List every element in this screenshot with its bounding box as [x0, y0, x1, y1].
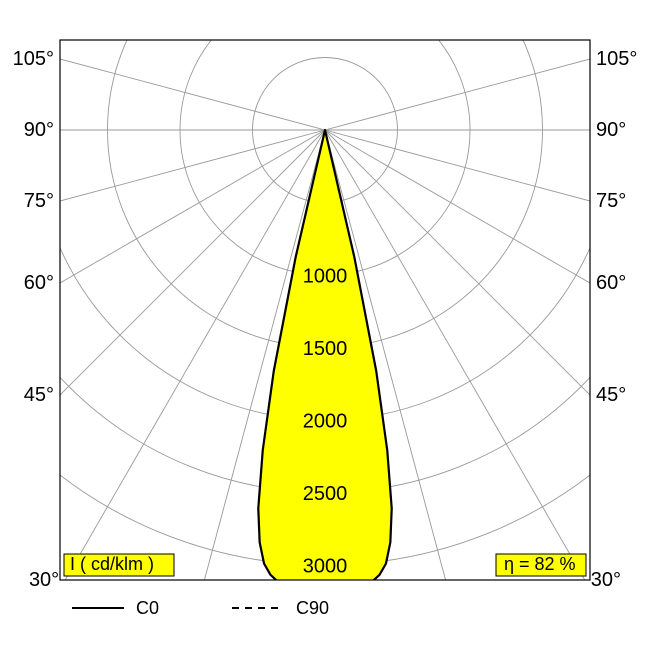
legend-c0: C0	[136, 598, 159, 618]
angle-label-left-45: 45°	[24, 384, 54, 406]
angle-label-right-60: 60°	[596, 272, 626, 294]
angle-label-left-75: 75°	[24, 190, 54, 212]
ring-label-2500: 2500	[303, 483, 348, 505]
angle-label-right-30: 30°	[591, 569, 621, 591]
polar-chart-svg: 1000 1500 2000 2500 3000 30° 30° 45° 45° 60° 60° 75…	[0, 0, 650, 650]
unit-box-label: I ( cd/klm )	[70, 554, 154, 574]
ring-label-1500: 1500	[303, 338, 348, 360]
angle-label-right-45: 45°	[596, 384, 626, 406]
eta-box-label: η = 82 %	[504, 554, 576, 574]
angle-label-right-90: 90°	[596, 119, 626, 141]
legend-c90: C90	[296, 598, 329, 618]
angle-label-right-105: 105°	[596, 48, 637, 70]
angle-label-right-75: 75°	[596, 190, 626, 212]
ring-label-3000: 3000	[303, 555, 348, 577]
angle-label-left-30: 30°	[29, 569, 59, 591]
ring-label-2000: 2000	[303, 410, 348, 432]
angle-label-left-105: 105°	[13, 48, 54, 70]
angle-label-left-60: 60°	[24, 272, 54, 294]
polar-chart-container: 1000 1500 2000 2500 3000 30° 30° 45° 45° 60° 60° 75…	[0, 0, 650, 650]
ring-label-1000: 1000	[303, 265, 348, 287]
angle-label-left-90: 90°	[24, 119, 54, 141]
